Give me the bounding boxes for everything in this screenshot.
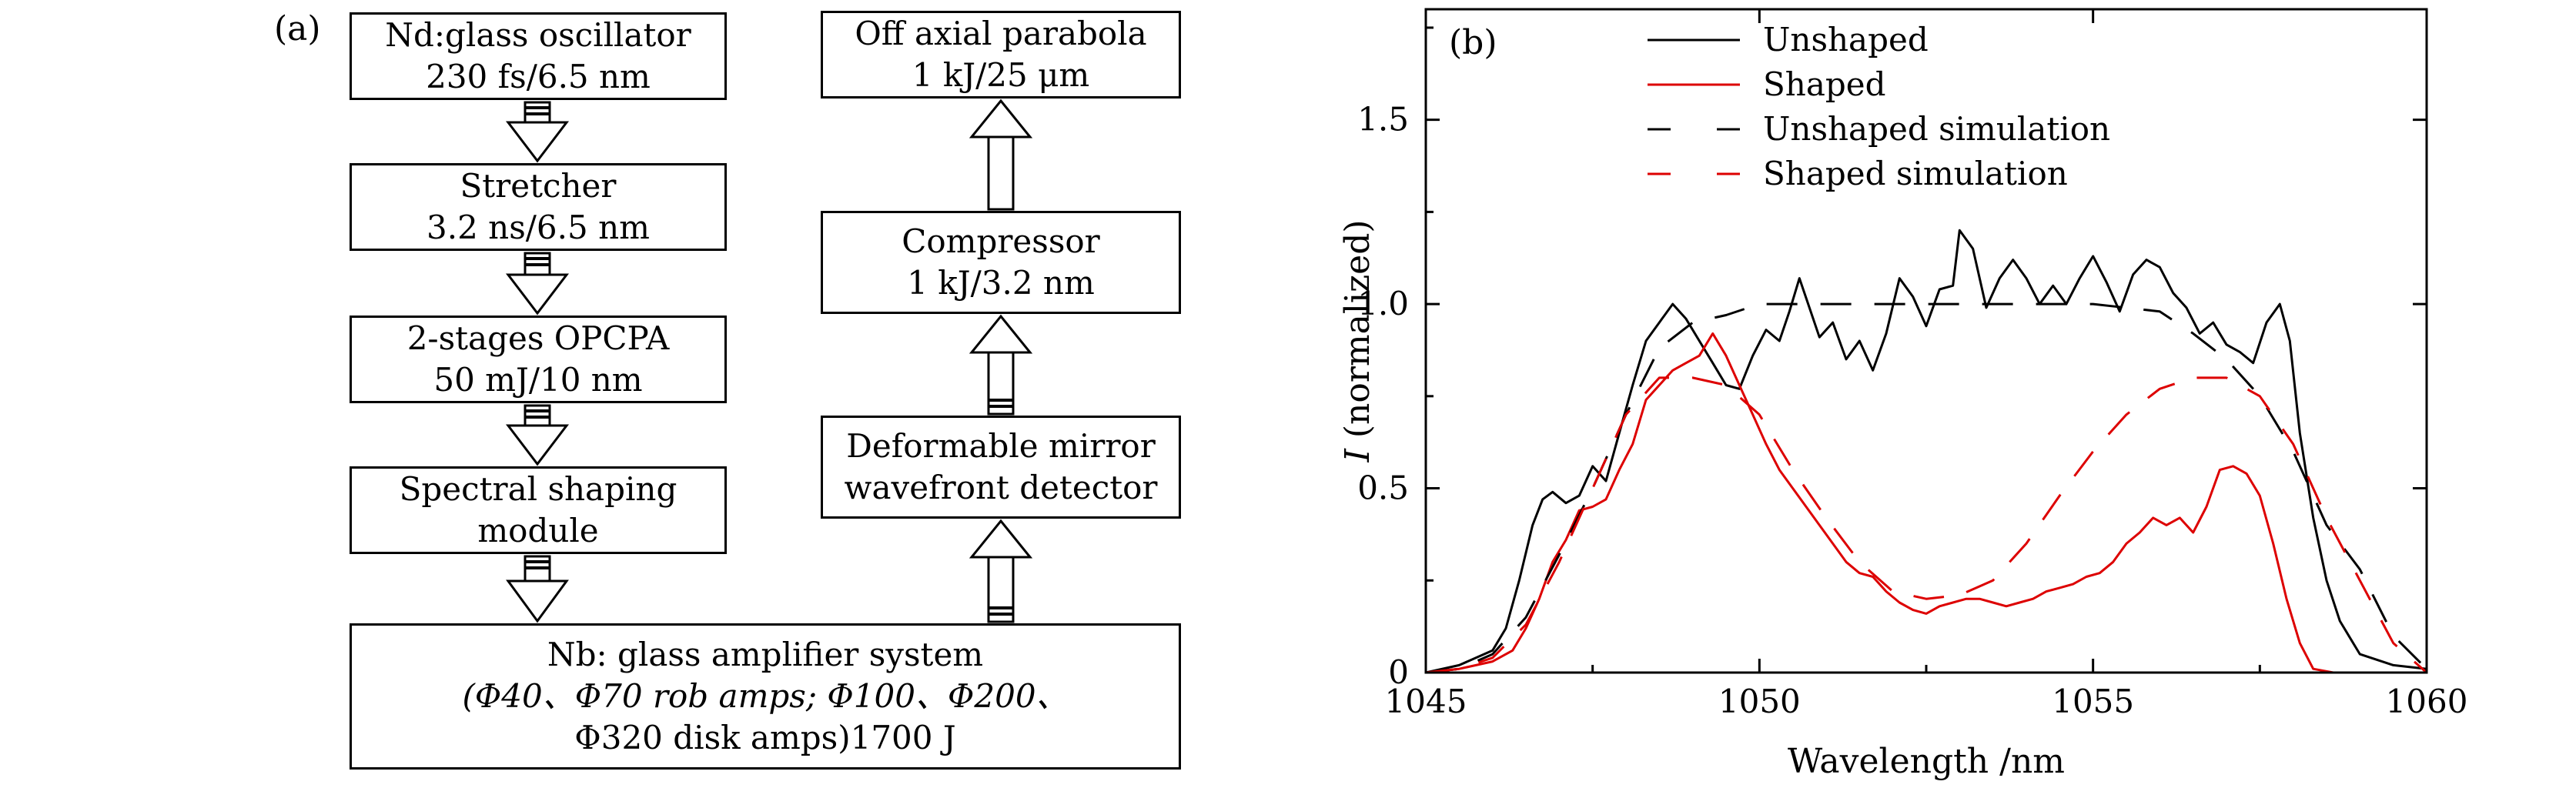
x-tick-label: 1045 xyxy=(1385,683,1467,720)
series-2-line xyxy=(1425,332,2427,674)
y-tick-label: 1.0 xyxy=(1357,285,1409,322)
opcpa-box: 2-stages OPCPA 50 mJ/10 nm xyxy=(350,316,727,403)
oscillator-box: Nd:glass oscillator 230 fs/6.5 nm xyxy=(350,12,727,100)
up-arrow-1-icon xyxy=(969,519,1033,623)
spectrum-chart: (b) 1045 1050 1055 1060 0 0.5 1.0 1.5 Unshaped S… xyxy=(1338,8,2468,781)
y-tick-label: 0 xyxy=(1388,653,1409,691)
series-1-line xyxy=(1425,229,2427,674)
y-axis-title-italic: I xyxy=(1338,448,1377,463)
oscillator-line-2: 230 fs/6.5 nm xyxy=(426,58,651,95)
down-arrow-3-icon xyxy=(505,404,570,466)
series-4-line xyxy=(1425,376,2427,674)
compressor-line-2: 1 kJ/3.2 nm xyxy=(907,264,1095,302)
off-axial-parabola-box: Off axial parabola 1 kJ/25 μm xyxy=(821,11,1181,98)
down-arrow-1-icon xyxy=(505,101,570,163)
down-arrow-2-icon xyxy=(505,252,570,316)
spectral-shaping-line-1: Spectral shaping xyxy=(399,470,677,509)
x-tick-label: 1050 xyxy=(1718,683,1801,720)
amplifier-box: Nb: glass amplifier system (Φ40、Φ70 rob … xyxy=(350,623,1181,770)
up-arrow-2-icon xyxy=(969,314,1033,416)
down-arrow-4-icon xyxy=(506,555,569,623)
amplifier-line-1: Nb: glass amplifier system xyxy=(547,636,984,674)
y-axis-title-rest: (normalized) xyxy=(1338,219,1377,449)
stretcher-line-1: Stretcher xyxy=(460,167,617,205)
parabola-line-2: 1 kJ/25 μm xyxy=(912,56,1090,94)
deformable-mirror-box: Deformable mirror wavefront detector xyxy=(821,416,1181,519)
up-arrow-3-icon xyxy=(969,98,1033,211)
x-tick-label: 1060 xyxy=(2386,683,2468,720)
y-tick-label: 0.5 xyxy=(1357,469,1409,507)
legend-label-3: Unshaped simulation xyxy=(1763,110,2110,148)
series-3-line xyxy=(1425,302,2428,674)
x-tick-label: 1055 xyxy=(2052,683,2134,720)
legend-label-2: Shaped xyxy=(1763,65,1886,103)
spectral-shaping-line-2: module xyxy=(477,512,599,549)
y-tick-label: 1.5 xyxy=(1357,101,1409,139)
panel-b-label: (b) xyxy=(1449,23,1497,62)
legend-label-4: Shaped simulation xyxy=(1763,155,2068,192)
legend-label-1: Unshaped xyxy=(1763,21,1929,58)
x-axis-title: Wavelength /nm xyxy=(1788,742,2065,781)
opcpa-line-2: 50 mJ/10 nm xyxy=(433,361,643,399)
amplifier-line-3: Φ320 disk amps)1700 J xyxy=(574,718,956,756)
plot-frame xyxy=(1424,8,2428,674)
parabola-line-1: Off axial parabola xyxy=(855,15,1147,53)
panel-a-label: (a) xyxy=(274,9,321,48)
deformable-line-1: Deformable mirror xyxy=(846,427,1156,466)
compressor-box: Compressor 1 kJ/3.2 nm xyxy=(821,211,1181,314)
compressor-line-1: Compressor xyxy=(902,222,1100,261)
amplifier-line-2: (Φ40、Φ70 rob amps; Φ100、Φ200、 xyxy=(462,677,1069,716)
spectral-shaping-box: Spectral shaping module xyxy=(350,466,727,554)
stretcher-line-2: 3.2 ns/6.5 nm xyxy=(427,209,650,246)
oscillator-line-1: Nd:glass oscillator xyxy=(385,16,691,55)
stretcher-box: Stretcher 3.2 ns/6.5 nm xyxy=(350,163,727,251)
y-axis-title: I (normalized) xyxy=(1338,219,1377,462)
opcpa-line-1: 2-stages OPCPA xyxy=(406,319,670,358)
deformable-line-2: wavefront detector xyxy=(844,469,1158,506)
